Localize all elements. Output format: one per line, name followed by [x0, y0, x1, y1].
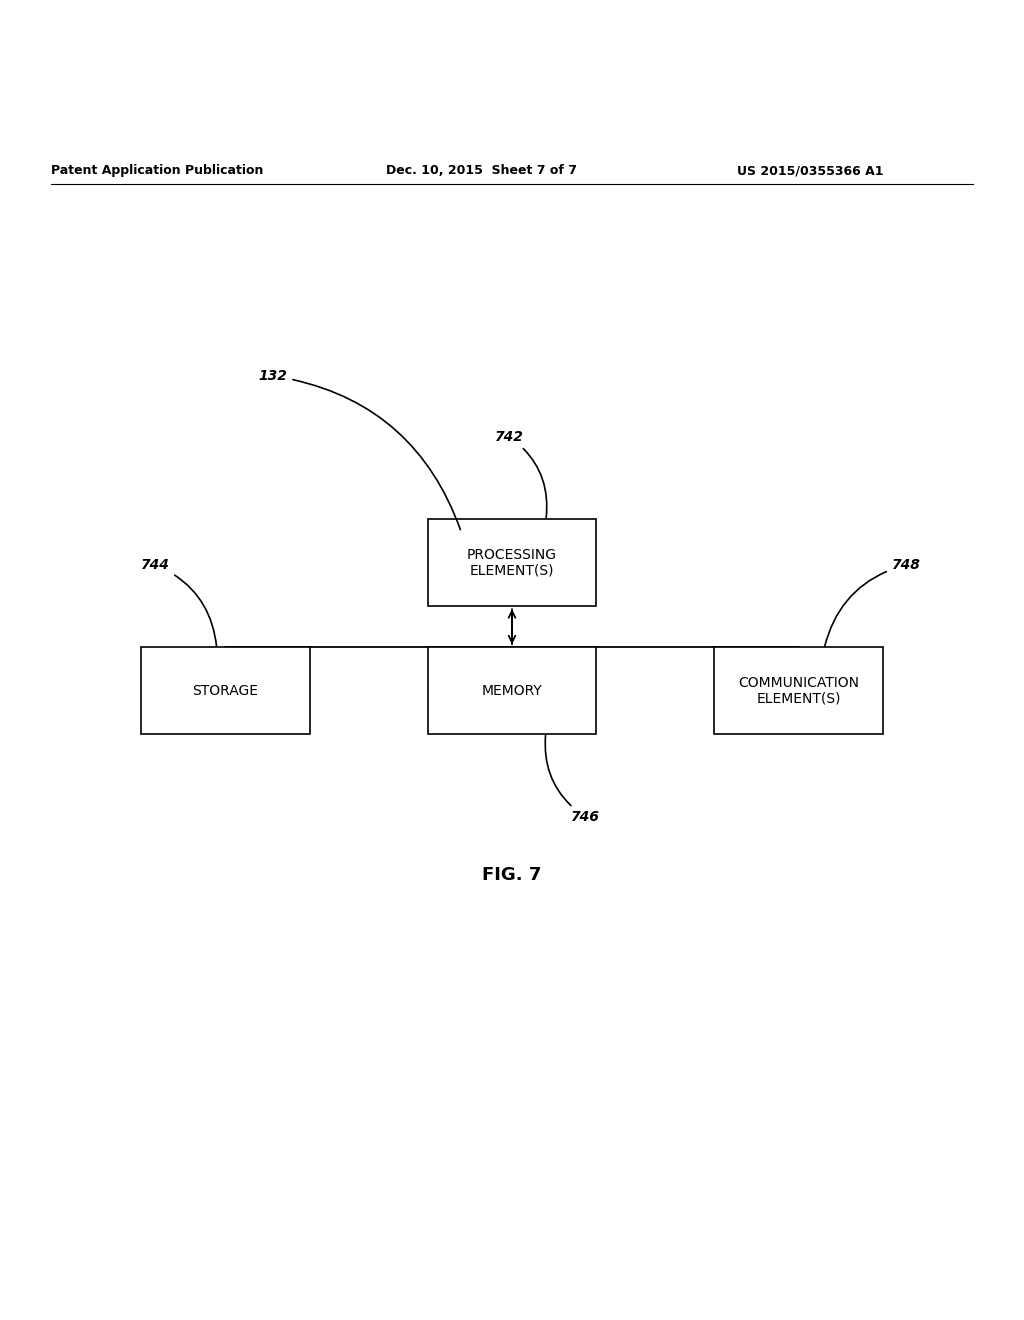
Text: PROCESSING
ELEMENT(S): PROCESSING ELEMENT(S)	[467, 548, 557, 578]
Text: COMMUNICATION
ELEMENT(S): COMMUNICATION ELEMENT(S)	[738, 676, 859, 706]
Text: MEMORY: MEMORY	[481, 684, 543, 698]
Text: 742: 742	[496, 430, 547, 519]
Text: 746: 746	[545, 735, 600, 824]
Text: Patent Application Publication: Patent Application Publication	[51, 164, 263, 177]
Text: US 2015/0355366 A1: US 2015/0355366 A1	[737, 164, 884, 177]
Text: 744: 744	[141, 558, 216, 647]
Text: FIG. 7: FIG. 7	[482, 866, 542, 884]
FancyBboxPatch shape	[141, 647, 309, 734]
Text: 132: 132	[258, 368, 461, 529]
Text: Dec. 10, 2015  Sheet 7 of 7: Dec. 10, 2015 Sheet 7 of 7	[386, 164, 577, 177]
FancyBboxPatch shape	[715, 647, 883, 734]
Text: STORAGE: STORAGE	[193, 684, 258, 698]
Text: 748: 748	[824, 558, 921, 647]
FancyBboxPatch shape	[428, 519, 596, 606]
FancyBboxPatch shape	[428, 647, 596, 734]
